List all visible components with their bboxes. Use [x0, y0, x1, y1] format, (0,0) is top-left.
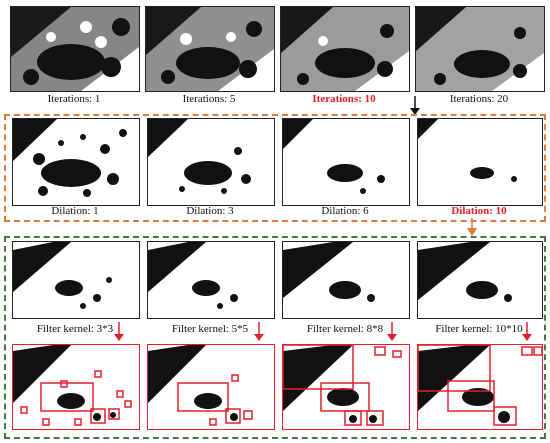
dilation-image-10 [417, 118, 543, 206]
detection-image-10x10-graphic [418, 345, 542, 429]
filter-image-5x5-graphic [148, 242, 274, 318]
filter-image-8x8 [282, 241, 410, 319]
dilation-group-box [4, 114, 546, 222]
dilation-image-6-graphic [283, 119, 409, 205]
iteration-image-1-graphic [11, 7, 139, 91]
filter-group-box [4, 236, 546, 439]
dilation-caption-10: Dilation: 10 [451, 205, 507, 217]
arrow-dilation-to-filter [467, 218, 477, 236]
filter-caption-5x5: Filter kernel: 5*5 [171, 323, 249, 335]
iteration-caption-5: Iterations: 5 [182, 93, 236, 105]
dilation-caption-6: Dilation: 6 [321, 205, 369, 217]
detection-image-10x10 [417, 344, 543, 430]
dilation-caption-1: Dilation: 1 [51, 205, 99, 217]
filter-image-8x8-graphic [283, 242, 409, 318]
detection-image-5x5-graphic [148, 345, 274, 429]
detection-image-8x8 [282, 344, 410, 430]
iteration-image-20-graphic [416, 7, 544, 91]
detection-image-8x8-graphic [283, 345, 409, 429]
iteration-image-5 [145, 6, 275, 92]
filter-caption-10x10: Filter kernel: 10*10 [435, 323, 523, 335]
dilation-image-1-graphic [13, 119, 139, 205]
detection-image-5x5 [147, 344, 275, 430]
iteration-image-20 [415, 6, 545, 92]
filter-image-5x5 [147, 241, 275, 319]
arrow-filter-10x10 [522, 322, 532, 341]
filter-image-3x3-graphic [13, 242, 139, 318]
filter-image-10x10-graphic [418, 242, 542, 318]
dilation-image-1 [12, 118, 140, 206]
filter-image-3x3 [12, 241, 140, 319]
filter-image-10x10 [417, 241, 543, 319]
detection-image-3x3 [12, 344, 140, 430]
dilation-image-10-graphic [418, 119, 542, 205]
dilation-image-6 [282, 118, 410, 206]
detection-image-3x3-graphic [13, 345, 139, 429]
arrow-filter-8x8 [387, 322, 397, 341]
filter-caption-3x3: Filter kernel: 3*3 [36, 323, 114, 335]
iteration-caption-1: Iterations: 1 [47, 93, 101, 105]
arrow-filter-5x5 [254, 322, 264, 341]
iteration-image-10-graphic [281, 7, 409, 91]
iteration-image-1 [10, 6, 140, 92]
iteration-image-5-graphic [146, 7, 274, 91]
arrow-iterations-to-dilation [410, 96, 420, 115]
iteration-caption-20: Iterations: 20 [449, 93, 509, 105]
iteration-image-10 [280, 6, 410, 92]
arrow-filter-3x3 [114, 322, 124, 341]
iteration-caption-10: Iterations: 10 [312, 93, 376, 105]
dilation-caption-3: Dilation: 3 [186, 205, 234, 217]
filter-caption-8x8: Filter kernel: 8*8 [306, 323, 384, 335]
dilation-image-3-graphic [148, 119, 274, 205]
dilation-image-3 [147, 118, 275, 206]
